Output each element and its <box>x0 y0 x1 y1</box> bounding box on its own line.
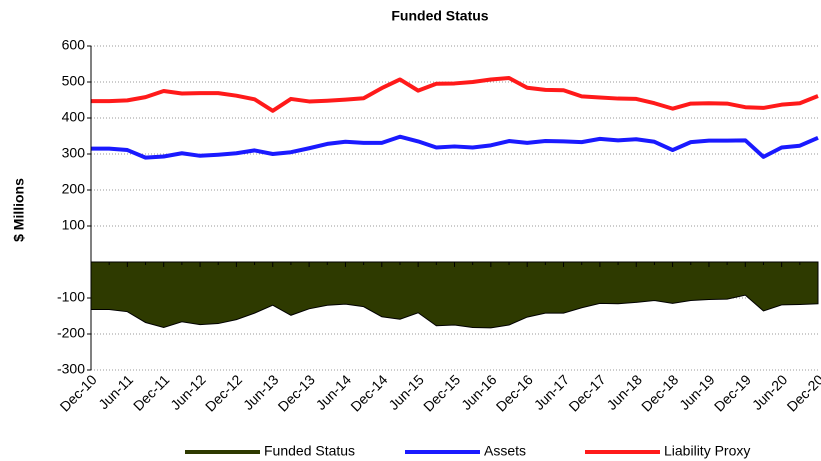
y-tick-label: -200 <box>57 325 85 341</box>
x-tick-label: Dec-12 <box>202 371 245 414</box>
legend-label: Liability Proxy <box>664 443 750 459</box>
y-tick-label: 300 <box>62 145 86 161</box>
y-tick-label: 400 <box>62 109 86 125</box>
x-tick-label: Dec-13 <box>275 371 318 414</box>
line <box>91 134 819 160</box>
y-tick-label: -300 <box>57 361 85 377</box>
x-tick-label: Jun-12 <box>167 371 209 413</box>
x-tick-label: Dec-18 <box>638 371 681 414</box>
y-tick-label: 500 <box>62 73 86 89</box>
x-tick-label: Jun-20 <box>749 371 791 413</box>
x-tick-label: Jun-14 <box>313 371 355 413</box>
x-tick-label: Dec-17 <box>565 371 608 414</box>
chart-title: Funded Status <box>391 8 488 24</box>
x-tick-label: Dec-14 <box>347 371 390 414</box>
x-tick-label: Jun-11 <box>95 371 136 412</box>
x-tick-label: Jun-15 <box>385 371 427 413</box>
x-tick-label: Dec-10 <box>57 371 100 414</box>
x-tick-label: Dec-16 <box>493 371 536 414</box>
y-tick-label: 200 <box>62 181 86 197</box>
x-tick-label: Dec-20 <box>784 371 821 414</box>
x-tick-label: Dec-19 <box>711 371 754 414</box>
x-tick-label: Dec-11 <box>130 371 173 414</box>
x-tick-label: Jun-18 <box>603 371 645 413</box>
y-tick-label: 600 <box>62 37 86 53</box>
y-tick-label: 100 <box>62 217 86 233</box>
x-tick-label: Jun-19 <box>676 371 718 413</box>
y-tick-label: -100 <box>57 289 85 305</box>
x-tick-label: Jun-13 <box>240 371 282 413</box>
legend-label: Funded Status <box>264 443 355 459</box>
x-tick-label: Jun-17 <box>531 371 573 413</box>
area <box>90 261 819 329</box>
x-tick-label: Jun-16 <box>458 371 500 413</box>
x-tick-label: Dec-15 <box>420 371 463 414</box>
line <box>91 76 819 113</box>
y-axis-label: $ Millions <box>11 178 27 242</box>
legend-label: Assets <box>484 443 526 459</box>
